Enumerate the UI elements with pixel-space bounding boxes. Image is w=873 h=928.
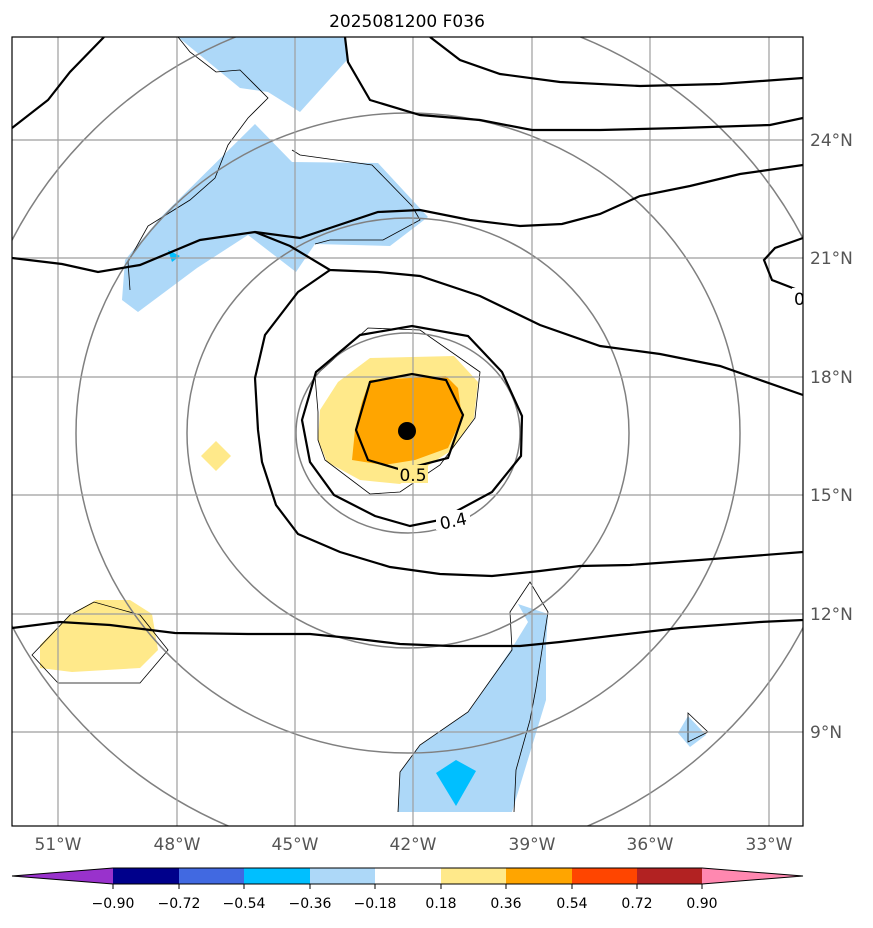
thick-contours bbox=[12, 37, 803, 648]
contour-line-n2 bbox=[429, 37, 803, 88]
colorbar-label-10: 0.90 bbox=[686, 896, 717, 912]
positive-anomaly-core bbox=[352, 376, 462, 465]
anomaly-fills bbox=[40, 37, 706, 812]
map-plot-area: 0.5 0.4 0 bbox=[12, 37, 805, 826]
lat-label-18: 18°N bbox=[810, 368, 853, 388]
lat-label-9: 9°N bbox=[810, 723, 842, 743]
distance-ring-3 bbox=[75, 112, 741, 754]
contour-label-bg-05 bbox=[398, 465, 428, 483]
colorbar-cell-3 bbox=[244, 868, 310, 884]
colorbar-cell-8 bbox=[572, 868, 637, 884]
contour-line-east bbox=[762, 236, 803, 294]
thin-contour-east bbox=[687, 712, 709, 743]
chart-title: 2025081200 F036 bbox=[329, 12, 485, 32]
colorbar-cell-5 bbox=[375, 868, 441, 884]
contour-label-05: 0.5 bbox=[399, 466, 426, 486]
lat-label-21: 21°N bbox=[810, 249, 853, 269]
contour-line-ring-05 bbox=[354, 372, 465, 472]
colorbar-label-2: −0.72 bbox=[158, 896, 201, 912]
colorbar-label-4: −0.36 bbox=[289, 896, 332, 912]
contour-label-bg-0 bbox=[792, 288, 803, 308]
contour-label-0: 0 bbox=[794, 290, 805, 310]
thin-contour-west bbox=[31, 601, 169, 684]
colorbar-label-6: 0.18 bbox=[425, 896, 456, 912]
colorbar-label-3: −0.54 bbox=[223, 896, 266, 912]
colorbar: −0.90 −0.72 −0.54 −0.36 −0.18 0.18 0.36 … bbox=[11, 867, 804, 912]
contour-line-n1 bbox=[343, 37, 803, 132]
negative-anomaly-northwest bbox=[122, 124, 428, 312]
contour-line-ring-04b bbox=[254, 230, 803, 397]
contour-line-ring-04c bbox=[253, 269, 803, 578]
colorbar-extend-low bbox=[12, 868, 113, 884]
plot-frame bbox=[11, 36, 804, 827]
colorbar-label-7: 0.36 bbox=[490, 896, 521, 912]
lon-label-48w: 48°W bbox=[154, 835, 201, 855]
lon-label-36w: 36°W bbox=[627, 835, 674, 855]
colorbar-cell-2 bbox=[179, 868, 244, 884]
contour-line-ring-04 bbox=[12, 163, 803, 274]
lon-label-33w: 33°W bbox=[746, 835, 793, 855]
contour-label-bg-04 bbox=[436, 510, 470, 530]
thin-contour-south bbox=[397, 581, 549, 813]
lat-label-15: 15°N bbox=[810, 486, 853, 506]
colorbar-cell-4 bbox=[310, 868, 375, 884]
negative-anomaly-south bbox=[398, 604, 548, 812]
contour-line-nw bbox=[12, 37, 105, 129]
lon-label-39w: 39°W bbox=[509, 835, 556, 855]
contour-label-04: 0.4 bbox=[438, 509, 469, 534]
colorbar-label-8: 0.54 bbox=[556, 896, 587, 912]
contour-line-south bbox=[12, 618, 803, 648]
negative-anomaly-north bbox=[178, 37, 347, 112]
thin-contour-northwest bbox=[291, 149, 421, 245]
distance-rings bbox=[12, 37, 803, 826]
colorbar-cell-1 bbox=[113, 868, 179, 884]
lon-label-51w: 51°W bbox=[35, 835, 82, 855]
longitude-labels: 51°W 48°W 45°W 42°W 39°W 36°W 33°W bbox=[35, 835, 793, 855]
colorbar-cell-6 bbox=[441, 868, 506, 884]
lon-label-42w: 42°W bbox=[390, 835, 437, 855]
lon-label-45w: 45°W bbox=[272, 835, 319, 855]
lat-label-24: 24°N bbox=[810, 131, 853, 151]
colorbar-label-9: 0.72 bbox=[621, 896, 652, 912]
positive-anomaly-small bbox=[201, 441, 231, 471]
colorbar-label-1: −0.90 bbox=[92, 896, 135, 912]
colorbar-extend-high bbox=[702, 868, 803, 884]
colorbar-label-5: −0.18 bbox=[354, 896, 397, 912]
distance-ring-1 bbox=[295, 332, 521, 534]
distance-ring-2 bbox=[186, 217, 630, 649]
lat-label-12: 12°N bbox=[810, 605, 853, 625]
colorbar-cell-9 bbox=[637, 868, 702, 884]
colorbar-cell-7 bbox=[506, 868, 572, 884]
latitude-labels: 24°N 21°N 18°N 15°N 12°N 9°N bbox=[810, 131, 853, 743]
positive-anomaly-west bbox=[40, 600, 158, 672]
negative-anomaly-south-core bbox=[436, 760, 476, 806]
thin-contour-north bbox=[127, 37, 269, 291]
thin-contours bbox=[31, 37, 709, 813]
storm-center-marker bbox=[398, 422, 416, 440]
